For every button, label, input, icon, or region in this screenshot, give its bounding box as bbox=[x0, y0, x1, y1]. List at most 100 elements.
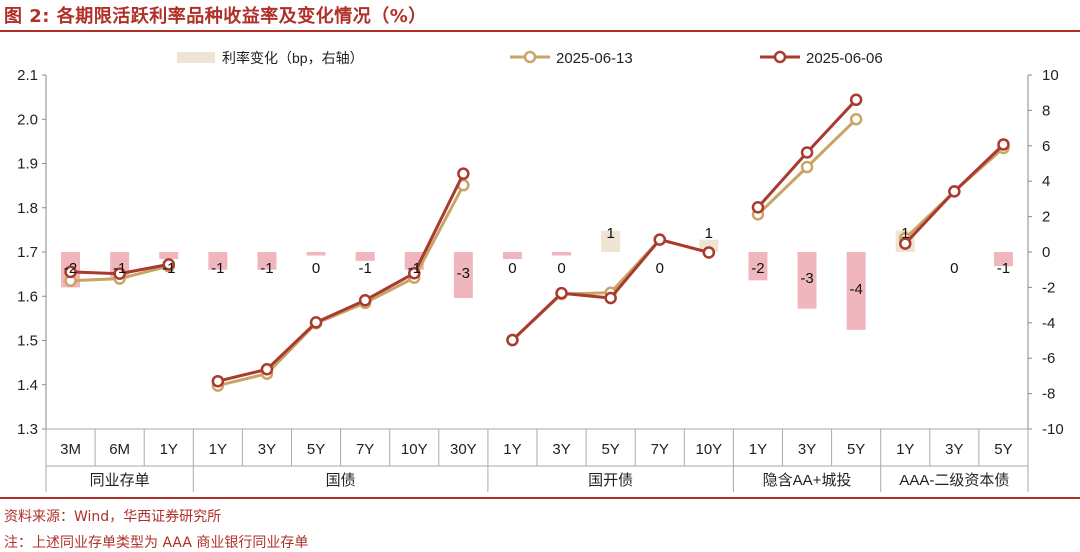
bar bbox=[601, 230, 621, 252]
bar-data-label: 1 bbox=[901, 225, 909, 242]
bar bbox=[797, 252, 817, 309]
y-right-tick-label: -8 bbox=[1042, 386, 1055, 403]
legend-label-bars: 利率变化（bp，右轴） bbox=[222, 50, 364, 66]
category-label: 3Y bbox=[552, 441, 570, 458]
bar-data-label: -3 bbox=[800, 270, 813, 287]
series-2025-06-13-line bbox=[217, 184, 465, 388]
y-right-tick-label: -6 bbox=[1042, 350, 1055, 367]
bar-data-label: 0 bbox=[508, 260, 516, 277]
series-2025-06-06-point bbox=[162, 258, 175, 271]
category-label: 10Y bbox=[695, 441, 722, 458]
bar-data-label: -1 bbox=[211, 260, 224, 277]
bar-data-label: -1 bbox=[997, 260, 1010, 277]
category-label: 10Y bbox=[401, 441, 428, 458]
bar-data-label: 0 bbox=[312, 260, 320, 277]
legend-label-2025-06-13: 2025-06-13 bbox=[556, 50, 633, 67]
series-2025-06-13-point bbox=[800, 160, 814, 174]
group-label: 隐含AA+城投 bbox=[763, 472, 852, 489]
footnote: 注：上述同业存单类型为 AAA 商业银行同业存单 bbox=[4, 535, 309, 551]
category-label: 7Y bbox=[356, 441, 374, 458]
bar-data-label: -1 bbox=[162, 260, 175, 277]
category-label: 3Y bbox=[945, 441, 963, 458]
y-right-tick-label: 2 bbox=[1042, 209, 1050, 226]
y-right-tick-label: -4 bbox=[1042, 315, 1055, 332]
source-rule bbox=[0, 497, 1080, 499]
bar bbox=[502, 252, 522, 260]
y-left-tick-label: 1.9 bbox=[17, 156, 38, 173]
group-label: AAA-二级资本债 bbox=[899, 472, 1009, 489]
group-label: 国债 bbox=[326, 472, 356, 489]
bar bbox=[306, 252, 326, 256]
category-label: 1Y bbox=[896, 441, 914, 458]
category-label: 3M bbox=[60, 441, 81, 458]
y-left-tick-label: 1.8 bbox=[17, 200, 38, 217]
category-label: 6M bbox=[109, 441, 130, 458]
bar bbox=[355, 252, 375, 261]
y-left-tick-label: 1.4 bbox=[17, 377, 38, 394]
series-2025-06-06-point bbox=[506, 333, 519, 347]
bar-data-label: -1 bbox=[408, 260, 421, 277]
bar-data-label: 1 bbox=[606, 225, 614, 242]
bar-data-label: 1 bbox=[705, 225, 713, 242]
category-label: 3Y bbox=[258, 441, 276, 458]
series-2025-06-06-point bbox=[64, 265, 77, 279]
legend-label-2025-06-06: 2025-06-06 bbox=[806, 50, 883, 67]
series-2025-06-06-line bbox=[217, 173, 465, 383]
y-left-tick-label: 1.6 bbox=[17, 288, 38, 305]
bar-data-label: -1 bbox=[358, 260, 371, 277]
series-2025-06-06-point bbox=[604, 291, 617, 305]
series-2025-06-06-point bbox=[555, 286, 568, 300]
category-label: 1Y bbox=[160, 441, 178, 458]
y-right-tick-label: 10 bbox=[1042, 67, 1059, 84]
y-right-tick-label: 8 bbox=[1042, 102, 1050, 119]
y-right-tick-label: 4 bbox=[1042, 173, 1050, 190]
y-right-tick-label: -2 bbox=[1042, 279, 1055, 296]
legend-marker-2025-06-06 bbox=[773, 50, 787, 64]
bar-data-label: -1 bbox=[260, 260, 273, 277]
y-left-tick-label: 2.1 bbox=[17, 67, 38, 84]
bar-data-label: -3 bbox=[457, 265, 470, 282]
category-label: 5Y bbox=[994, 441, 1012, 458]
series-2025-06-06-point bbox=[457, 167, 470, 180]
y-left-tick-label: 2.0 bbox=[17, 111, 38, 128]
y-left-tick-label: 1.7 bbox=[17, 244, 38, 261]
y-left-tick-label: 1.3 bbox=[17, 421, 38, 438]
category-label: 1Y bbox=[749, 441, 767, 458]
figure-title: 图 2: 各期限活跃利率品种收益率及变化情况（%） bbox=[4, 6, 427, 27]
series-2025-06-06-point bbox=[849, 93, 863, 107]
group-label: 国开债 bbox=[588, 472, 633, 489]
series-2025-06-06-point bbox=[211, 374, 225, 388]
bar bbox=[748, 252, 768, 281]
series-2025-06-06-point bbox=[997, 138, 1010, 151]
bar-data-label: 0 bbox=[656, 260, 664, 277]
bar bbox=[552, 252, 572, 256]
series-2025-06-13-point bbox=[849, 113, 863, 126]
bar-data-label: -4 bbox=[849, 281, 862, 298]
bar bbox=[846, 252, 866, 330]
category-label: 3Y bbox=[798, 441, 816, 458]
category-label: 1Y bbox=[209, 441, 227, 458]
bar bbox=[453, 252, 473, 299]
legend-marker-2025-06-13 bbox=[523, 50, 537, 64]
series-2025-06-06-point bbox=[309, 316, 323, 329]
category-label: 7Y bbox=[651, 441, 669, 458]
series-2025-06-06-point bbox=[260, 363, 274, 376]
bar-data-label: -2 bbox=[751, 260, 764, 277]
bar-data-label: 0 bbox=[950, 260, 958, 277]
bar-data-label: -1 bbox=[113, 260, 126, 277]
legend-swatch-bars bbox=[177, 52, 215, 63]
group-label: 同业存单 bbox=[90, 472, 150, 489]
y-right-tick-label: -10 bbox=[1042, 421, 1064, 438]
y-right-tick-label: 0 bbox=[1042, 244, 1050, 261]
bar bbox=[257, 252, 277, 270]
series-2025-06-06-point bbox=[702, 246, 716, 259]
series-2025-06-06-point bbox=[800, 146, 814, 159]
category-label: 5Y bbox=[307, 441, 325, 458]
bar-data-label: -2 bbox=[64, 260, 77, 277]
title-rule bbox=[0, 30, 1080, 32]
category-label: 5Y bbox=[847, 441, 865, 458]
series-2025-06-06-point bbox=[948, 185, 961, 198]
source-note: 资料来源：Wind，华西证券研究所 bbox=[4, 509, 222, 525]
chart: 1.31.41.51.61.71.81.92.02.1-10-8-6-4-202… bbox=[17, 50, 1064, 492]
y-left-tick-label: 1.5 bbox=[17, 333, 38, 350]
